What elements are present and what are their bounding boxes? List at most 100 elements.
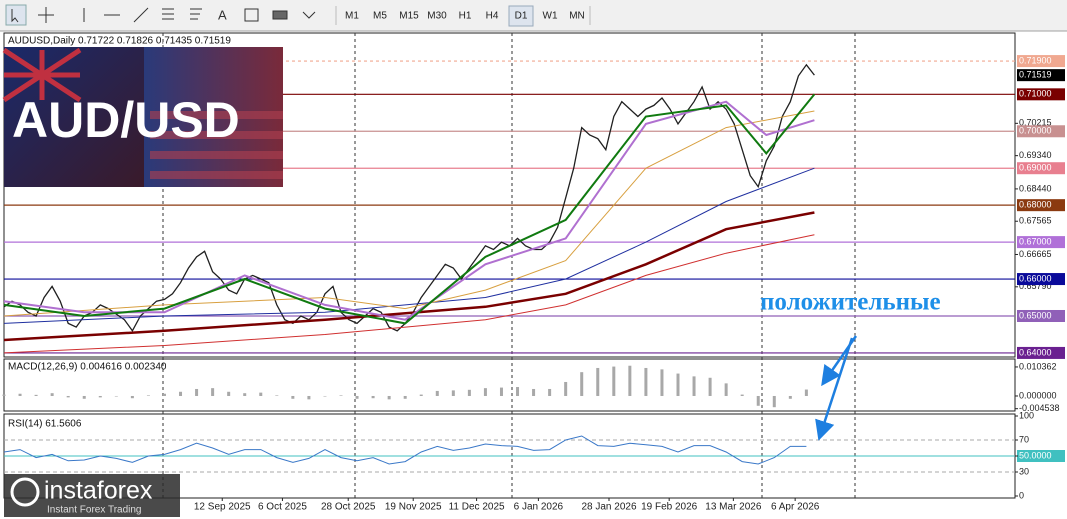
macd-bar: [724, 383, 728, 396]
macd-bar: [2, 394, 6, 396]
channel-tool[interactable]: [162, 8, 174, 20]
macd-bar: [243, 393, 247, 396]
macd-bar: [516, 387, 520, 396]
price-level-label-bg: [1017, 199, 1065, 212]
price-level-label-bg: [1017, 125, 1065, 138]
timeframe-button[interactable]: H4: [486, 11, 499, 22]
macd-bar: [483, 388, 487, 396]
panel-title: AUDUSD,Daily 0.71722 0.71826 0.71435 0.7…: [8, 36, 231, 47]
fibo-tool[interactable]: [190, 8, 202, 20]
y-tick-label: 0.67565: [1019, 216, 1052, 226]
y-tick-label: 0.70215: [1019, 118, 1052, 128]
macd-bar: [66, 395, 70, 398]
macd-bar: [628, 365, 632, 396]
macd-bar: [532, 388, 536, 396]
moving-average: [3, 110, 815, 317]
price-level-label-bg: [1017, 309, 1065, 322]
macd-bar: [451, 390, 455, 396]
price-level-label: 0.69000: [1019, 163, 1052, 173]
last-price-label: 0.71519: [1019, 70, 1052, 80]
macd-bar: [564, 381, 568, 396]
label-tool[interactable]: [244, 8, 259, 22]
price-level-label-bg: [1017, 88, 1065, 101]
macd-bar: [612, 366, 616, 396]
main-panel: [3, 32, 1016, 358]
macd-bar: [788, 395, 792, 399]
price-level-label: 0.71900: [1019, 55, 1052, 65]
x-tick-label: 6 Apr 2026: [771, 502, 820, 513]
timeframe-button[interactable]: M15: [399, 11, 419, 22]
y-tick-label: 50.0000: [1019, 450, 1052, 460]
macd-bar: [130, 395, 134, 399]
timeframe-button[interactable]: W1: [543, 11, 558, 22]
y-tick-label: 0.65790: [1019, 281, 1052, 291]
arrow: [815, 337, 854, 441]
macd-bar: [355, 395, 359, 399]
x-tick-label: 19 Feb 2026: [641, 502, 698, 513]
macd-bar: [18, 393, 22, 396]
macd-bar: [82, 395, 86, 399]
y-tick-label: 0.66665: [1019, 249, 1052, 259]
trendline-tool[interactable]: [133, 7, 149, 23]
macd-bar: [146, 395, 150, 396]
timeframe-button[interactable]: H1: [459, 11, 472, 22]
macd-bar: [259, 392, 263, 396]
moving-average: [3, 167, 815, 324]
price-level-label: 0.64000: [1019, 347, 1052, 357]
y-tick-label: 0.69340: [1019, 150, 1052, 160]
timeframe-button[interactable]: M1: [345, 11, 359, 22]
moving-average: [3, 93, 816, 325]
shape-tool[interactable]: [272, 10, 288, 20]
macd-bar: [548, 388, 552, 396]
macd-bar: [708, 377, 712, 396]
timeframe-button[interactable]: D1: [515, 11, 528, 22]
macd-bar: [772, 395, 776, 408]
x-tick-label: 28 Oct 2025: [321, 502, 376, 513]
macd-bar: [596, 367, 600, 396]
macd-bar: [660, 369, 664, 396]
mid-level-label-bg: [1017, 450, 1065, 462]
x-tick-label: 6 Jan 2026: [514, 502, 564, 513]
price-level-label: 0.66000: [1019, 273, 1052, 283]
timeframe-button[interactable]: MN: [569, 11, 585, 22]
macd-bar: [195, 388, 199, 396]
macd-bar: [435, 390, 439, 396]
y-tick-label: 0.000000: [1019, 390, 1057, 400]
cursor-tool[interactable]: [5, 4, 27, 26]
panel-title: MACD(12,26,9) 0.004616 0.002340: [8, 362, 167, 373]
macd-bar: [227, 391, 231, 396]
price-level-label-bg: [1017, 273, 1065, 286]
macd-bar: [339, 395, 343, 396]
timeframe-button[interactable]: M5: [373, 11, 387, 22]
panel-title: RSI(14) 61.5606: [8, 419, 82, 430]
banner: AUD/USD: [2, 47, 283, 187]
macd-bar: [291, 395, 295, 399]
macd-bar: [179, 391, 183, 396]
moving-average: [3, 234, 815, 354]
x-tick-label: 28 Jan 2026: [581, 502, 636, 513]
macd-bar: [467, 389, 471, 396]
text-tool[interactable]: A: [218, 7, 227, 22]
annotation: положительные: [760, 289, 941, 316]
logo-tagline: Instant Forex Trading: [47, 505, 142, 516]
banner-text: AUD/USD: [12, 92, 240, 148]
arrows-tool[interactable]: [302, 11, 316, 19]
price-level-label: 0.67000: [1019, 236, 1052, 246]
macd-bar: [740, 394, 744, 396]
flag-left: [4, 47, 144, 187]
timeframe-bar: M1 M5 M15 M30 H1 H4 D1 W1 MN: [345, 11, 585, 22]
logo-name: instaforex: [44, 477, 153, 505]
macd-bar: [275, 395, 279, 396]
price-level-label: 0.65000: [1019, 310, 1052, 320]
timeframe-button[interactable]: M30: [427, 11, 447, 22]
macd-bar: [804, 389, 808, 396]
x-tick-label: 19 Nov 2025: [385, 502, 442, 513]
macd-bar: [692, 376, 696, 396]
y-tick-label: 0: [1019, 490, 1024, 500]
crosshair-tool[interactable]: [38, 7, 54, 23]
x-tick-label: 12 Sep 2025: [194, 502, 251, 513]
macd-bar: [307, 395, 311, 400]
last-price-bg: [1017, 69, 1065, 82]
moving-average: [3, 100, 815, 321]
